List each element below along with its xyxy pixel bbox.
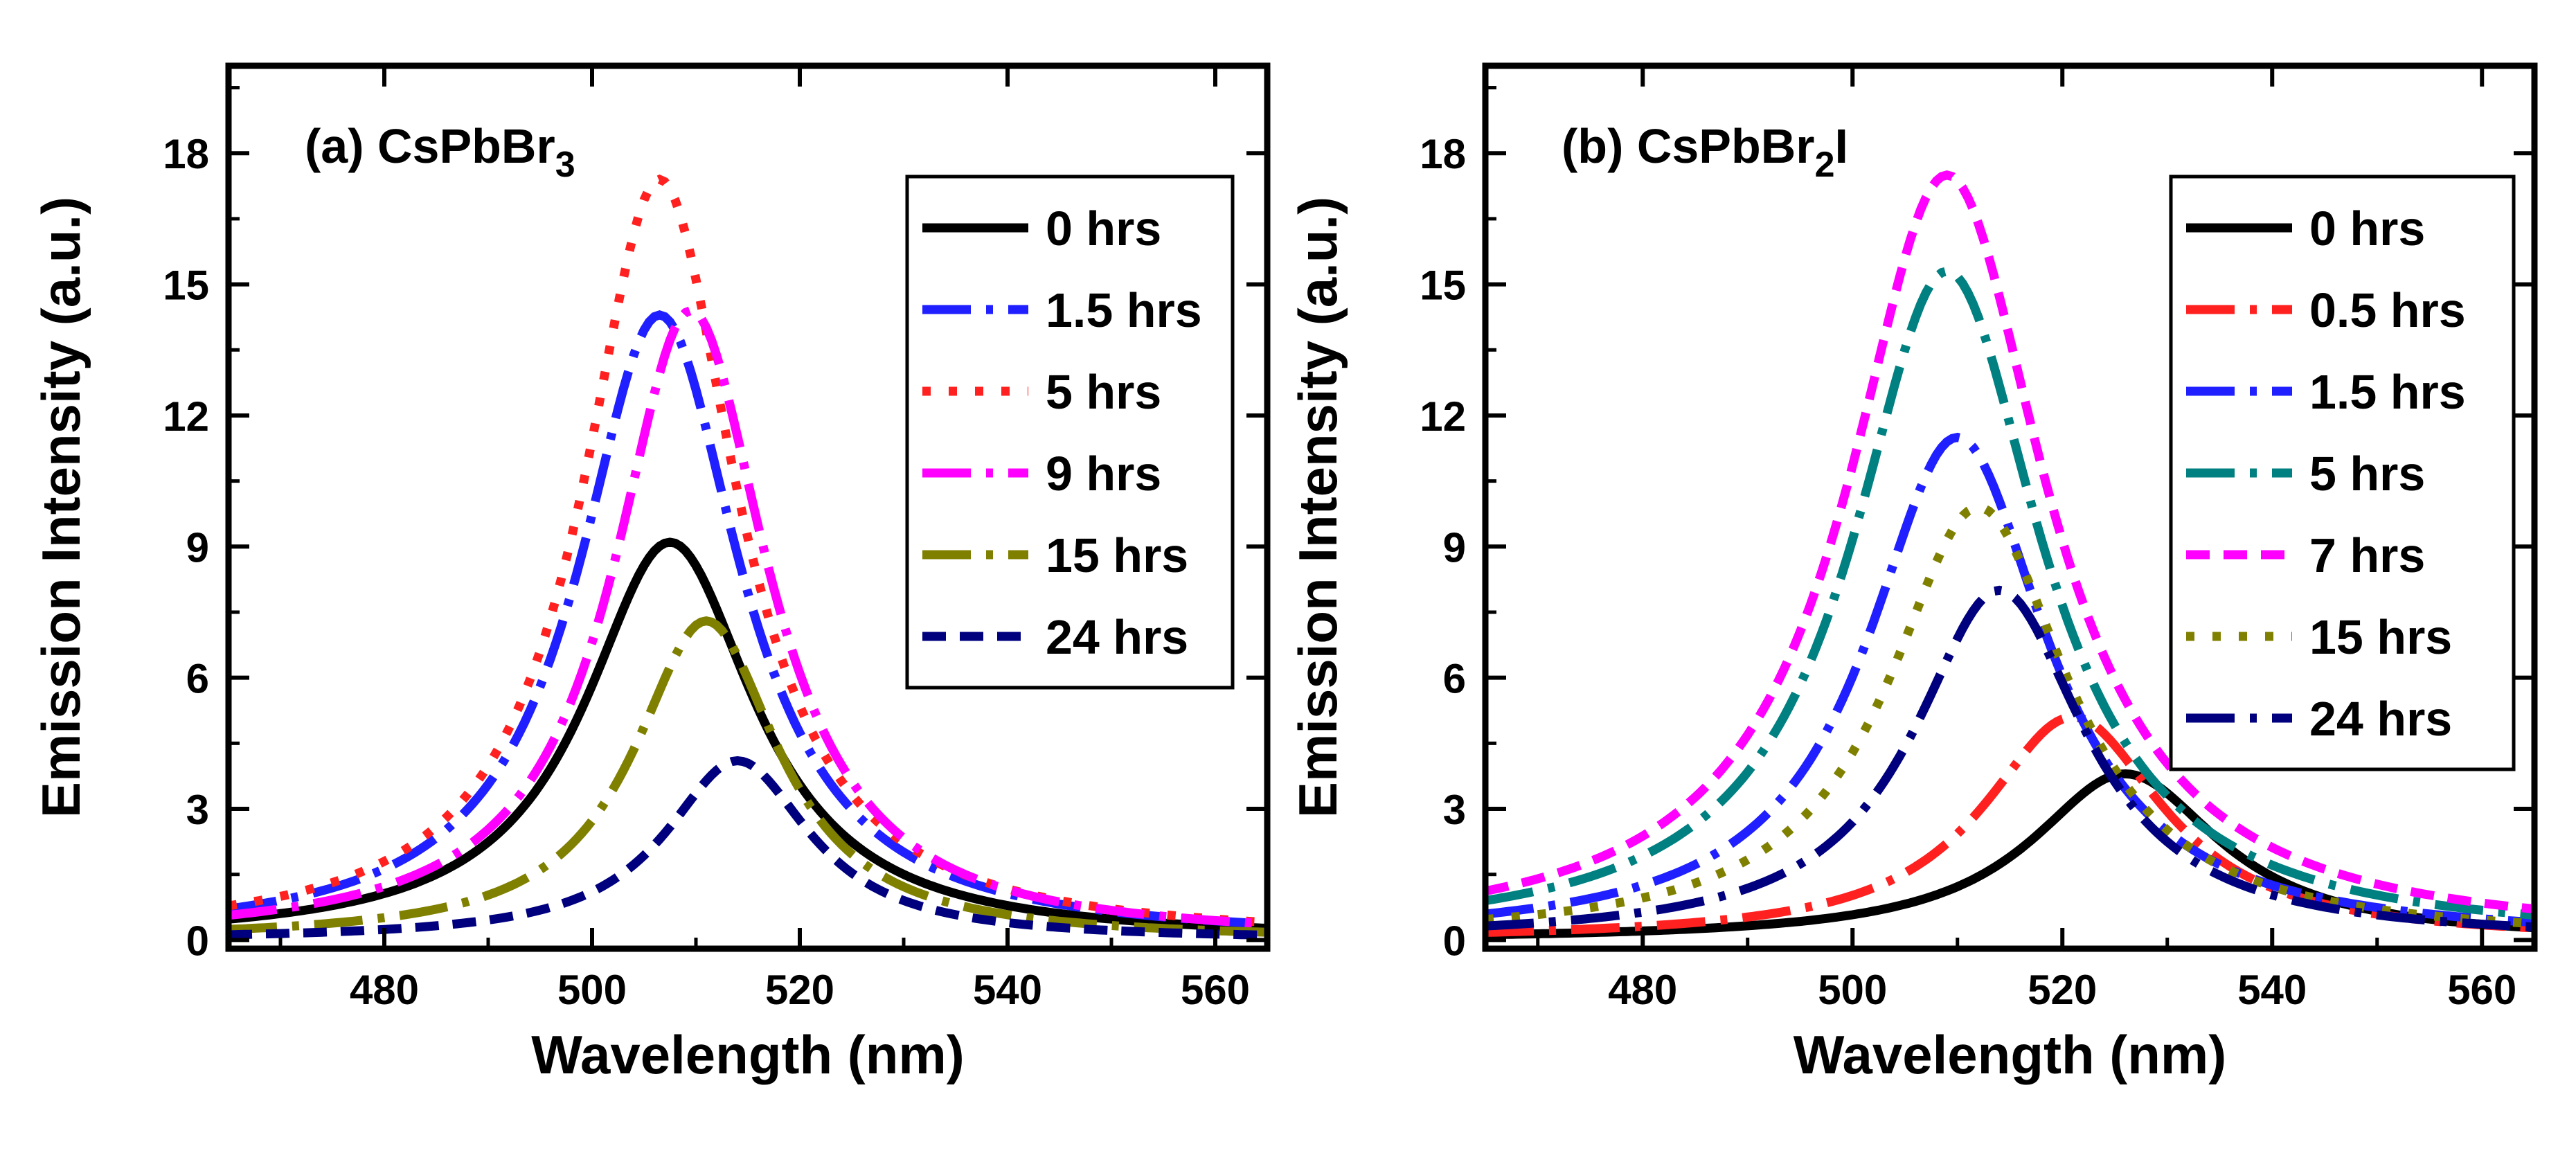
series-line-24-hrs <box>229 756 1267 940</box>
series-line-7-hrs <box>1485 170 2534 914</box>
panel-label: (b) <box>1562 119 1637 173</box>
series-line-9-hrs <box>229 305 1267 929</box>
series-line-15-hrs <box>229 616 1267 937</box>
legend-label: 24 hrs <box>1046 610 1188 664</box>
plot-frame <box>225 62 1271 952</box>
x-axis-title: Wavelength (nm) <box>531 1024 964 1085</box>
y-tick-label: 15 <box>1420 262 1466 309</box>
panel-subscript: 2 <box>1815 145 1835 185</box>
legend-label: 15 hrs <box>2309 610 2452 664</box>
y-tick-label: 3 <box>1443 787 1466 833</box>
legend-label: 1.5 hrs <box>1046 283 1202 337</box>
legend-label: 0.5 hrs <box>2309 283 2466 337</box>
y-tick-label: 0 <box>1443 918 1466 964</box>
panel-compound: CsPbBr <box>1637 119 1815 173</box>
y-tick-label: 15 <box>163 262 209 309</box>
legend-label: 0 hrs <box>2309 202 2425 256</box>
legend-label: 1.5 hrs <box>2309 365 2466 419</box>
y-tick-label: 6 <box>186 656 209 702</box>
panel-title: (b) CsPbBr2I <box>1562 119 1848 185</box>
x-tick-label: 480 <box>350 967 419 1013</box>
legend-label: 0 hrs <box>1046 202 1161 256</box>
series-line-1-5-hrs <box>229 310 1267 929</box>
chart-panel-b: 480 500 520 540 560 0 3 6 9 12 15 18 Wavelength (nm)… <box>1287 62 2538 1085</box>
y-axis-title: Emission Intensity (a.u.) <box>1287 197 1348 818</box>
legend-label: 5 hrs <box>2309 447 2425 501</box>
panel-label: (a) <box>305 119 377 173</box>
x-tick-label: 480 <box>1608 967 1677 1013</box>
y-axis-title: Emission Intensity (a.u.) <box>30 197 91 818</box>
x-tick-label: 520 <box>2028 967 2097 1013</box>
panel-title: (a) CsPbBr3 <box>305 119 575 185</box>
panel-subscript: 3 <box>555 145 575 185</box>
legend-box <box>905 175 1235 690</box>
legend-label: 24 hrs <box>2309 692 2452 746</box>
series-line-5-hrs <box>229 174 1267 927</box>
x-tick-label: 560 <box>1181 967 1250 1013</box>
x-tick-label: 560 <box>2447 967 2516 1013</box>
x-tick-label: 540 <box>2237 967 2307 1013</box>
y-tick-label: 18 <box>1420 131 1466 177</box>
legend-label: 15 hrs <box>1046 528 1188 582</box>
series-line-24-hrs <box>1485 585 2534 932</box>
series-line-5-hrs <box>1485 266 2534 920</box>
y-tick-label: 18 <box>163 131 209 177</box>
y-tick-label: 12 <box>1420 393 1466 440</box>
panel-compound: CsPbBr <box>377 119 555 173</box>
legend-label: 5 hrs <box>1046 365 1161 419</box>
x-tick-label: 500 <box>1818 967 1887 1013</box>
legend-label: 9 hrs <box>1046 447 1161 501</box>
y-tick-label: 12 <box>163 393 209 440</box>
legend-label: 7 hrs <box>2309 528 2425 582</box>
series-group <box>1485 170 2534 940</box>
panel-suffix: I <box>1834 119 1848 173</box>
series-group <box>229 174 1267 940</box>
x-tick-label: 540 <box>973 967 1042 1013</box>
plot-frame <box>1482 62 2538 952</box>
x-axis-title: Wavelength (nm) <box>1794 1024 2226 1085</box>
y-tick-label: 3 <box>186 787 209 833</box>
x-tick-label: 500 <box>557 967 627 1013</box>
y-tick-label: 9 <box>1443 524 1466 571</box>
y-tick-label: 0 <box>186 918 209 964</box>
chart-panel-a: 480 500 520 540 560 0 3 6 9 12 15 18 Wavelength (nm)… <box>30 62 1271 1085</box>
series-line-0-5-hrs <box>1485 712 2534 937</box>
y-tick-label: 9 <box>186 524 209 571</box>
x-tick-label: 520 <box>765 967 834 1013</box>
series-line-15-hrs <box>1485 502 2534 929</box>
y-tick-label: 6 <box>1443 656 1466 702</box>
